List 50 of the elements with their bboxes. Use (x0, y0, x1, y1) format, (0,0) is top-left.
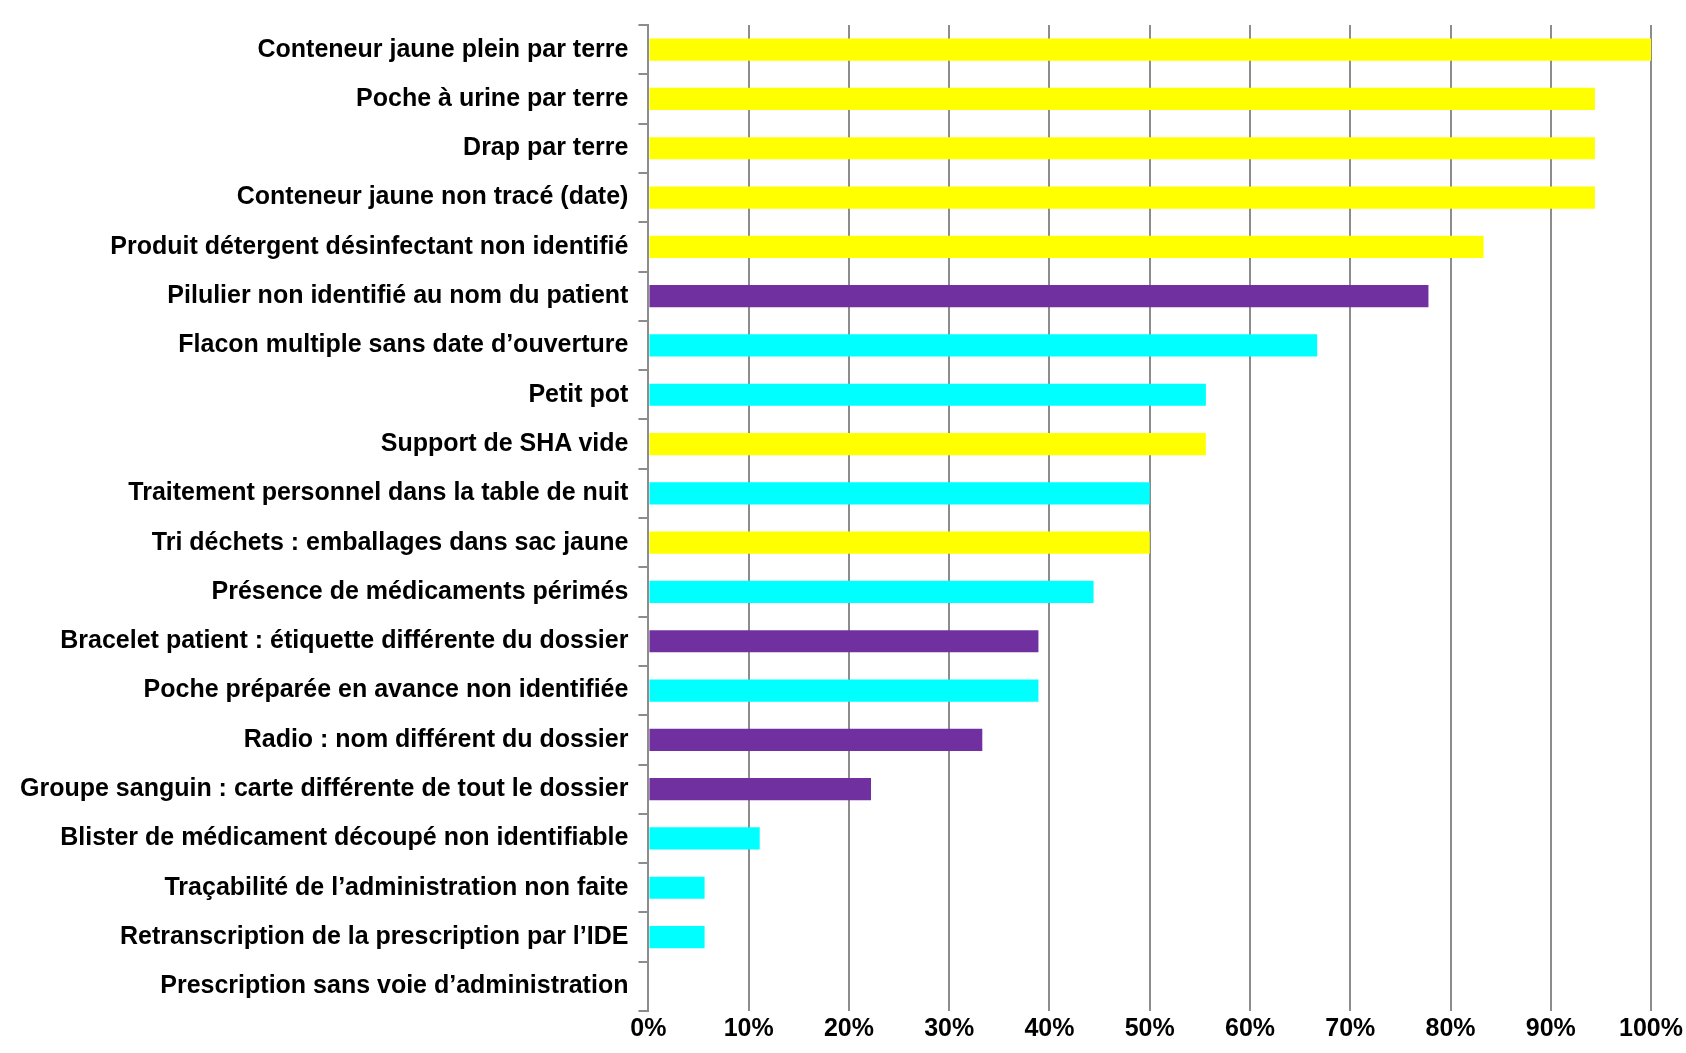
y-tick-label: Présence de médicaments périmés (211, 575, 629, 604)
y-tick-label: Tri déchets : emballages dans sac jaune (151, 526, 629, 555)
x-tick-label: 10% (723, 1012, 774, 1041)
y-tick-label: Drap par terre (463, 132, 629, 161)
bar (649, 186, 1595, 209)
y-tick-label: Conteneur jaune plein par terre (257, 33, 629, 62)
bar (649, 679, 1039, 702)
x-tick-label: 40% (1024, 1012, 1075, 1041)
x-tick-label: 0% (630, 1012, 667, 1041)
y-tick-label: Flacon multiple sans date d’ouverture (178, 329, 629, 358)
y-tick-label: Prescription sans voie d’administration (160, 970, 629, 999)
y-tick-label: Traitement personnel dans la table de nuit (128, 477, 630, 506)
x-tick-label: 30% (924, 1012, 975, 1041)
x-tick-label: 80% (1425, 1012, 1476, 1041)
x-tick-label: 50% (1124, 1012, 1175, 1041)
y-tick-label: Petit pot (528, 378, 630, 407)
x-tick-label: 60% (1224, 1012, 1276, 1041)
y-tick-label: Support de SHA vide (380, 427, 629, 456)
y-tick-label: Radio : nom différent du dossier (243, 723, 629, 752)
bar (649, 778, 872, 801)
bar (649, 728, 983, 751)
y-tick-label: Bracelet patient : étiquette différente du dossier (60, 625, 629, 654)
bar (649, 137, 1595, 160)
bar (649, 925, 705, 949)
y-tick-label: Traçabilité de l’administration non faite (164, 871, 629, 900)
y-tick-label: Groupe sanguin : carte différente de tout le dossier (20, 773, 629, 802)
x-tick-label: 70% (1325, 1012, 1376, 1041)
bar (649, 482, 1150, 505)
bar (649, 531, 1150, 554)
x-tick-label: 100% (1619, 1012, 1684, 1041)
x-tick-label: 90% (1525, 1012, 1576, 1041)
y-tick-label: Poche à urine par terre (356, 82, 629, 111)
bar (649, 876, 705, 899)
bar (649, 87, 1595, 111)
bar (649, 285, 1429, 308)
bar (649, 38, 1652, 61)
bar (649, 827, 760, 850)
y-tick-label: Retranscription de la prescription par l’IDE (119, 920, 629, 949)
y-tick-label: Pilulier non identifié au nom du patient (167, 280, 630, 309)
bar (649, 630, 1039, 653)
bar (649, 383, 1206, 406)
bar (649, 235, 1484, 258)
bar (649, 580, 1094, 604)
bar (649, 334, 1318, 357)
y-tick-label: Blister de médicament découpé non identifiable (60, 822, 629, 851)
y-tick-label: Conteneur jaune non tracé (date) (236, 181, 629, 210)
y-tick-label: Produit détergent désinfectant non identifié (110, 230, 629, 259)
bar (649, 432, 1206, 456)
x-tick-label: 20% (823, 1012, 874, 1041)
y-tick-label: Poche préparée en avance non identifiée (143, 674, 629, 703)
